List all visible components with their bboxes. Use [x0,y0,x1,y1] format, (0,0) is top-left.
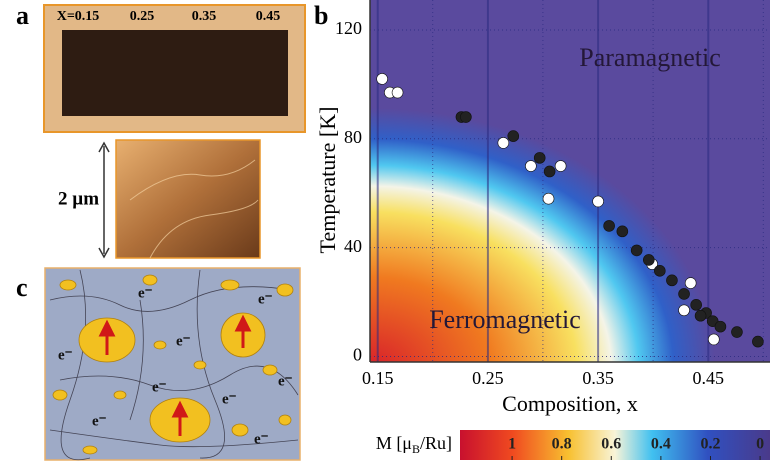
data-point [694,309,707,322]
colorbar-tick-label: 0 [756,436,764,453]
y-tick-label: 0 [353,345,362,365]
moment-arrows [98,314,252,436]
electron: e⁻ [254,431,269,447]
colorbar-tick-label: 0.2 [700,436,720,453]
y-tick-label: 80 [344,127,362,147]
data-point [616,225,629,238]
composition: X=0.15 [57,9,100,24]
panel-label: a [16,1,29,30]
terrace [129,159,259,259]
data-point [497,137,510,149]
electron: e⁻ [92,413,107,429]
composition: 0.25 [130,9,155,24]
data-point [642,254,655,266]
x-tick-label: 0.35 [582,368,614,388]
data-point [543,165,556,178]
colorbar [460,430,770,460]
x-tick-label: 0.45 [693,368,725,388]
data-point [690,299,702,311]
x-tick-label: 0.25 [472,368,504,388]
plot [369,0,770,363]
data-point [666,274,678,287]
phase-label: Ferromagnetic [429,305,581,334]
colorbar-tick-label: 0.8 [552,436,572,453]
data-point [752,335,764,348]
data-point [376,73,388,85]
x-axis-label: Composition, x [502,391,638,416]
y-tick-label: 40 [344,236,362,256]
afm-image [115,139,261,259]
data-point [678,288,690,300]
y-axis-label: Temperature [K] [315,107,340,254]
y-tick-label: 120 [335,18,362,38]
domain-walls [49,269,299,461]
electron: e⁻ [278,373,293,389]
data-point [654,265,666,277]
colorbar-tick-label: 0.6 [601,436,621,453]
colorbar-tick-label: 0.4 [651,436,671,453]
data-point [708,333,720,346]
composition-labels: X=0.15 0.25 0.35 0.45 [57,9,281,24]
electron: e⁻ [176,333,191,349]
data-point [714,320,727,333]
phase-label: Paramagnetic [579,43,721,72]
data-point [391,86,404,99]
scale-label: 2 µm [58,188,99,209]
composition: 0.45 [256,9,281,24]
data-point [630,244,643,257]
data-point [533,152,546,164]
data-point [542,192,555,205]
electron: e⁻ [258,291,273,307]
data-point [554,160,567,172]
data-point [684,277,697,289]
x-tick-label: 0.15 [362,368,394,388]
data-point [525,160,537,172]
colorbar-tick-label: 1 [508,436,516,453]
data-point [731,326,743,338]
electron: e⁻ [222,391,237,407]
data-point [678,304,690,317]
data-point [460,111,472,123]
panel-label: c [16,273,28,302]
composition: 0.35 [192,9,217,24]
electron: e⁻ [138,285,153,301]
colorbar-label: M [μB/Ru] [376,433,452,456]
sample [62,30,288,116]
electron: e⁻ [152,379,167,395]
phase-map [370,0,770,362]
arrow-head [98,141,110,259]
panel-label: b [314,1,328,30]
electron-labels: e⁻ e⁻ e⁻ e⁻ e⁻ e⁻ e⁻ e⁻ e⁻ [58,285,293,447]
electron: e⁻ [58,347,73,363]
data-point [603,220,615,232]
data-point [507,130,520,142]
data-point [592,195,604,208]
